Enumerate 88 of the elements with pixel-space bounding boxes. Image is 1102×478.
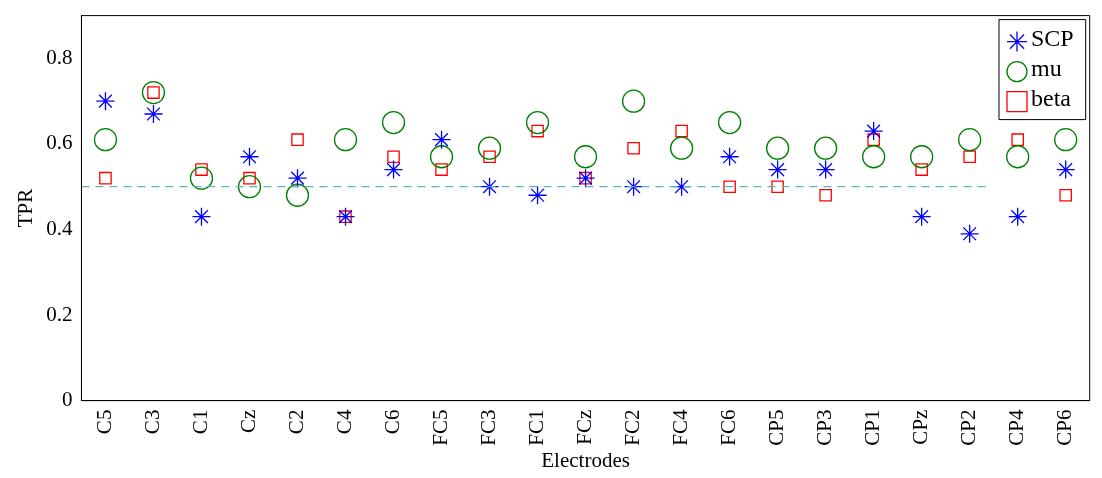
x-tick-label: C2 xyxy=(284,409,309,435)
x-tick-label: Cz xyxy=(236,409,261,433)
point xyxy=(627,141,640,155)
y-tick-label: 0 xyxy=(61,387,73,412)
x-tick-label: FC6 xyxy=(716,409,741,446)
point xyxy=(1054,128,1078,152)
point xyxy=(813,136,838,160)
point xyxy=(143,104,164,124)
point xyxy=(1008,207,1028,227)
x-tick-label: C3 xyxy=(139,409,164,435)
point xyxy=(912,207,932,227)
x-tick-label: CP6 xyxy=(1052,409,1077,446)
point xyxy=(910,145,934,169)
point xyxy=(237,175,262,199)
point xyxy=(483,150,496,164)
point xyxy=(531,124,544,138)
y-tick-label: 0.2 xyxy=(46,301,73,326)
x-axis-title: Electrodes xyxy=(541,447,630,472)
point xyxy=(527,185,548,205)
point xyxy=(243,171,256,185)
point xyxy=(99,171,112,185)
point xyxy=(431,130,452,150)
x-tick-label: CP3 xyxy=(812,409,837,446)
point xyxy=(963,150,976,164)
point xyxy=(815,159,836,180)
x-tick-label: C6 xyxy=(380,409,405,435)
x-tick-label: CP5 xyxy=(764,409,789,446)
point xyxy=(1006,145,1030,169)
point xyxy=(141,80,166,105)
point xyxy=(189,166,214,190)
point xyxy=(383,159,404,180)
point xyxy=(960,224,980,244)
x-tick-label: CP1 xyxy=(860,409,885,446)
x-tick-label: FC1 xyxy=(524,409,549,446)
x-tick-label: C1 xyxy=(188,409,212,435)
point xyxy=(767,159,788,180)
legend-label: mu xyxy=(1031,54,1062,81)
point xyxy=(479,177,500,197)
legend-label: SCP xyxy=(1031,24,1074,51)
x-tick-label: FCz xyxy=(572,409,597,445)
legend-label: beta xyxy=(1031,84,1072,111)
point xyxy=(621,89,646,113)
point xyxy=(195,163,208,176)
point xyxy=(867,133,880,146)
x-tick-label: FC4 xyxy=(668,409,693,446)
point xyxy=(723,180,736,194)
point xyxy=(864,121,884,141)
point xyxy=(191,207,212,227)
point xyxy=(93,128,118,152)
point xyxy=(765,136,790,160)
y-tick-label: 0.4 xyxy=(46,216,73,241)
point xyxy=(719,147,740,167)
x-tick-label: CPz xyxy=(908,409,933,445)
x-tick-label: C5 xyxy=(91,409,116,435)
point xyxy=(915,163,928,176)
x-tick-label: FC3 xyxy=(476,409,501,446)
point xyxy=(435,163,448,176)
x-tick-label: FC5 xyxy=(428,409,453,446)
point xyxy=(291,133,304,146)
x-tick-label: FC2 xyxy=(620,409,645,446)
point xyxy=(717,110,742,135)
y-tick-label: 0.8 xyxy=(46,44,73,69)
point xyxy=(1059,188,1072,202)
point xyxy=(387,150,400,164)
x-tick-label: CP4 xyxy=(1004,409,1029,446)
point xyxy=(623,177,644,197)
point xyxy=(381,110,406,135)
point xyxy=(477,136,502,160)
x-tick-label: C4 xyxy=(332,409,357,435)
point xyxy=(95,91,116,111)
point xyxy=(771,180,784,194)
point xyxy=(1056,159,1076,180)
point xyxy=(819,188,832,202)
x-tick-label: CP2 xyxy=(956,409,981,446)
point xyxy=(675,124,688,138)
y-tick-label: 0.6 xyxy=(46,130,73,155)
y-axis-title: TPR xyxy=(13,188,38,228)
point xyxy=(429,145,454,169)
point xyxy=(862,145,886,169)
point xyxy=(1011,133,1024,146)
point xyxy=(239,147,260,167)
point xyxy=(669,136,694,160)
point xyxy=(285,183,310,207)
point xyxy=(958,128,982,152)
point xyxy=(573,145,598,169)
point xyxy=(525,110,550,135)
point xyxy=(287,168,308,188)
point xyxy=(333,128,358,152)
